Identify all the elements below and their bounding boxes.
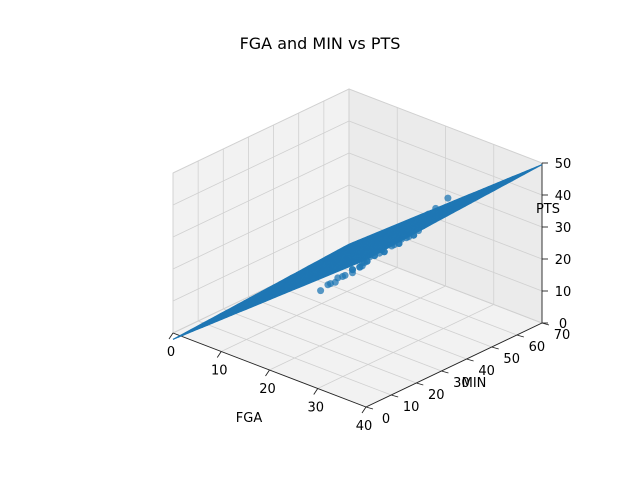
x-tick	[265, 369, 270, 377]
z-tick-label: 40	[555, 189, 572, 204]
y-axis-line	[365, 322, 543, 408]
y-tick	[416, 382, 424, 386]
grid-line-z	[348, 184, 543, 260]
grid-line-y	[197, 320, 392, 396]
grid-line-x	[317, 304, 494, 389]
grid-line-y	[223, 308, 417, 384]
y-tick-label: 10	[403, 400, 420, 415]
grid-line-z	[172, 120, 350, 206]
plane-wire-line	[245, 213, 422, 311]
grid-line-y	[323, 260, 518, 336]
y-tick	[516, 334, 524, 338]
y-tick	[491, 346, 499, 350]
regression-plane	[172, 164, 543, 340]
x-tick	[216, 351, 222, 358]
plane-wire-line	[365, 164, 543, 261]
plane-wire-line	[177, 241, 355, 338]
grid-line-z	[172, 88, 350, 174]
grid-line-y	[273, 284, 467, 360]
y-tick-label: 70	[554, 328, 571, 343]
y-tick	[441, 370, 449, 374]
data-point	[444, 194, 452, 202]
data-point	[356, 263, 364, 271]
x-tick-label: 40	[356, 419, 373, 434]
data-point	[317, 287, 325, 295]
z-axis-label: PTS	[536, 202, 560, 217]
x-tick	[168, 332, 174, 340]
plane-wire-line	[307, 188, 485, 285]
grid-line-z	[348, 248, 543, 324]
z-tick-label: 30	[555, 221, 572, 236]
grid-line-z	[348, 216, 543, 292]
y-tick	[466, 358, 474, 362]
data-point	[324, 281, 332, 289]
z-tick-label: 20	[555, 253, 572, 268]
z-tick-label: 10	[555, 285, 572, 300]
x-tick-label: 10	[211, 364, 228, 379]
grid-line-z	[348, 120, 543, 196]
y-tick-label: 50	[503, 352, 520, 367]
grid-line-z	[348, 88, 543, 164]
y-tick-label: 30	[453, 376, 470, 391]
chart-title: FGA and MIN vs PTS	[240, 34, 401, 53]
x-axis-label: FGA	[236, 411, 263, 426]
z-tick-label: 0	[559, 317, 567, 332]
y-tick-label: 40	[478, 364, 495, 379]
y-tick-label: 60	[529, 340, 546, 355]
data-point	[331, 278, 339, 286]
x-tick-label: 20	[259, 382, 276, 397]
y-tick	[365, 406, 374, 410]
x-tick-label: 0	[167, 345, 175, 360]
data-point	[339, 273, 347, 280]
x-tick	[313, 388, 319, 395]
x-tick-label: 30	[308, 401, 325, 416]
y-tick-label: 0	[382, 412, 390, 427]
z-tick-label: 50	[555, 157, 572, 172]
x-tick	[361, 406, 367, 414]
grid-line-x	[221, 267, 398, 352]
plane-wire-line	[211, 227, 388, 324]
grid-line-z	[172, 184, 350, 270]
grid-line-y	[248, 296, 442, 372]
grid-line-x	[269, 285, 446, 371]
grid-line-z	[172, 216, 350, 302]
y-tick	[391, 394, 399, 398]
y-axis-label: MIN	[462, 376, 487, 391]
grid-line-z	[172, 152, 350, 238]
grid-line-z	[348, 152, 543, 228]
y-tick-label: 20	[428, 388, 445, 403]
data-point	[349, 266, 356, 274]
